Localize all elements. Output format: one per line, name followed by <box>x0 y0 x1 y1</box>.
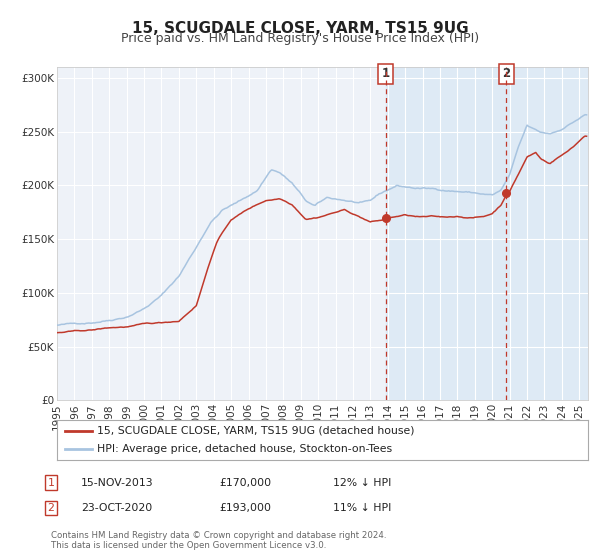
Text: 12% ↓ HPI: 12% ↓ HPI <box>333 478 391 488</box>
Text: 15-NOV-2013: 15-NOV-2013 <box>81 478 154 488</box>
Text: Price paid vs. HM Land Registry's House Price Index (HPI): Price paid vs. HM Land Registry's House … <box>121 32 479 45</box>
Text: 1: 1 <box>382 67 389 80</box>
Text: 1: 1 <box>47 478 55 488</box>
Text: This data is licensed under the Open Government Licence v3.0.: This data is licensed under the Open Gov… <box>51 541 326 550</box>
Text: Contains HM Land Registry data © Crown copyright and database right 2024.: Contains HM Land Registry data © Crown c… <box>51 531 386 540</box>
Text: 2: 2 <box>502 67 511 80</box>
Text: 15, SCUGDALE CLOSE, YARM, TS15 9UG (detached house): 15, SCUGDALE CLOSE, YARM, TS15 9UG (deta… <box>97 426 415 436</box>
Text: £193,000: £193,000 <box>219 503 271 513</box>
Text: 11% ↓ HPI: 11% ↓ HPI <box>333 503 391 513</box>
Text: 2: 2 <box>47 503 55 513</box>
Text: HPI: Average price, detached house, Stockton-on-Tees: HPI: Average price, detached house, Stoc… <box>97 445 392 454</box>
Text: 15, SCUGDALE CLOSE, YARM, TS15 9UG: 15, SCUGDALE CLOSE, YARM, TS15 9UG <box>131 21 469 36</box>
Text: 23-OCT-2020: 23-OCT-2020 <box>81 503 152 513</box>
Text: £170,000: £170,000 <box>219 478 271 488</box>
Bar <box>386 67 588 400</box>
